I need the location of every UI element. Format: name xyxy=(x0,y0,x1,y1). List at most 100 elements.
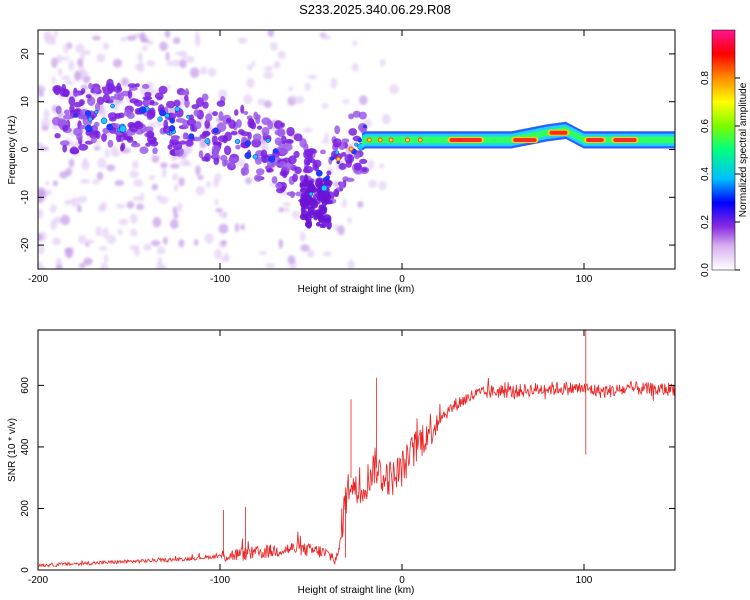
ridge-blob xyxy=(333,188,340,198)
noise-blob xyxy=(110,146,119,157)
ridge-blob xyxy=(228,157,236,164)
noise-blob xyxy=(337,225,345,236)
ridge-blob xyxy=(267,159,276,168)
noise-blob xyxy=(258,251,267,256)
hot-spot xyxy=(357,138,363,143)
hot-spot xyxy=(186,114,191,119)
ridge-blob xyxy=(283,143,293,152)
noise-blob xyxy=(136,203,145,211)
ridge-blob xyxy=(149,99,155,105)
noise-blob xyxy=(83,257,93,266)
ridge-blob xyxy=(163,119,169,130)
noise-blob xyxy=(129,244,139,251)
noise-blob xyxy=(134,63,142,71)
ridge-blob xyxy=(62,124,69,132)
noise-blob xyxy=(205,181,212,188)
ridge-blob xyxy=(273,120,283,129)
ridge-blob xyxy=(299,175,305,182)
ridge-blob xyxy=(274,129,285,136)
noise-blob xyxy=(139,32,146,42)
noise-blob xyxy=(96,53,106,63)
noise-blob xyxy=(50,219,57,230)
ridge-blob xyxy=(241,167,246,177)
noise-blob xyxy=(378,163,385,169)
noise-blob xyxy=(263,100,272,109)
ridge-blob xyxy=(315,221,321,227)
noise-blob xyxy=(332,181,341,187)
ridge-blob xyxy=(317,195,325,202)
noise-blob xyxy=(52,180,58,187)
ridge-blob xyxy=(130,142,141,148)
hot-spot xyxy=(110,103,115,109)
x-tick-label: -200 xyxy=(28,575,48,586)
noise-blob xyxy=(95,226,102,237)
ridge-blob xyxy=(141,83,150,89)
ridge-blob xyxy=(267,120,273,130)
noise-blob xyxy=(97,157,107,169)
noise-blob xyxy=(270,41,278,51)
ridge-blob xyxy=(358,111,367,120)
hot-spot xyxy=(85,110,92,117)
noise-blob xyxy=(195,185,206,196)
ridge-blob xyxy=(80,88,86,95)
noise-blob xyxy=(193,239,199,246)
ridge-blob xyxy=(211,144,221,154)
ridge-blob xyxy=(271,176,278,184)
snr-series-line xyxy=(38,330,675,568)
noise-blob xyxy=(321,34,332,40)
ridge-blob xyxy=(180,91,190,96)
ridge-blob xyxy=(146,130,155,139)
ridge-blob xyxy=(85,94,92,99)
ridge-blob xyxy=(243,110,249,116)
noise-blob xyxy=(307,74,318,80)
hot-spot xyxy=(244,140,251,147)
noise-blob xyxy=(173,212,179,220)
ridge-blob xyxy=(344,153,355,164)
noise-blob xyxy=(237,37,248,44)
hot-spot xyxy=(244,152,252,159)
band-dot xyxy=(388,137,394,143)
noise-blob xyxy=(163,236,168,245)
ridge-blob xyxy=(52,84,63,94)
noise-blob xyxy=(263,66,273,71)
colorbar-gradient xyxy=(711,29,736,271)
noise-blob xyxy=(251,60,256,67)
noise-blob xyxy=(141,45,149,52)
ridge-blob xyxy=(305,220,312,228)
ridge-blob xyxy=(101,86,107,92)
noise-blob xyxy=(106,234,117,245)
ridge-blob xyxy=(124,109,132,117)
noise-blob xyxy=(78,69,89,78)
noise-blob xyxy=(151,154,160,163)
ridge-blob xyxy=(91,125,98,131)
ridge-blob xyxy=(139,146,149,154)
ridge-blob xyxy=(133,121,144,130)
ridge-blob xyxy=(201,131,211,136)
noise-blob xyxy=(57,67,63,77)
snr-panel: -200 -100 0 100 0 200 400 600 Height of straig… xyxy=(7,329,676,596)
ridge-blob xyxy=(127,83,137,88)
noise-blob xyxy=(185,55,195,63)
noise-blob xyxy=(381,113,391,125)
hot-segment xyxy=(613,137,637,142)
ridge-blob xyxy=(54,133,61,139)
noise-blob xyxy=(38,208,44,219)
snr-frame xyxy=(37,329,676,571)
ridge-blob xyxy=(63,109,70,115)
noise-blob xyxy=(277,50,286,60)
hot-spot xyxy=(106,123,113,131)
ridge-blob xyxy=(281,170,288,179)
hot-segment xyxy=(586,137,604,142)
ridge-blob xyxy=(171,135,180,142)
noise-blob xyxy=(342,99,350,104)
hot-spot xyxy=(168,125,176,132)
ridge-blob xyxy=(145,142,151,147)
ridge-blob xyxy=(256,125,263,130)
ridge-blob xyxy=(338,163,347,170)
noise-blob xyxy=(204,233,214,244)
noise-blob xyxy=(146,59,156,67)
ridge-blob xyxy=(275,182,283,189)
snr-x-label: Height of straight line (km) xyxy=(298,585,415,596)
ridge-blob xyxy=(113,93,121,101)
noise-blob xyxy=(74,70,81,82)
